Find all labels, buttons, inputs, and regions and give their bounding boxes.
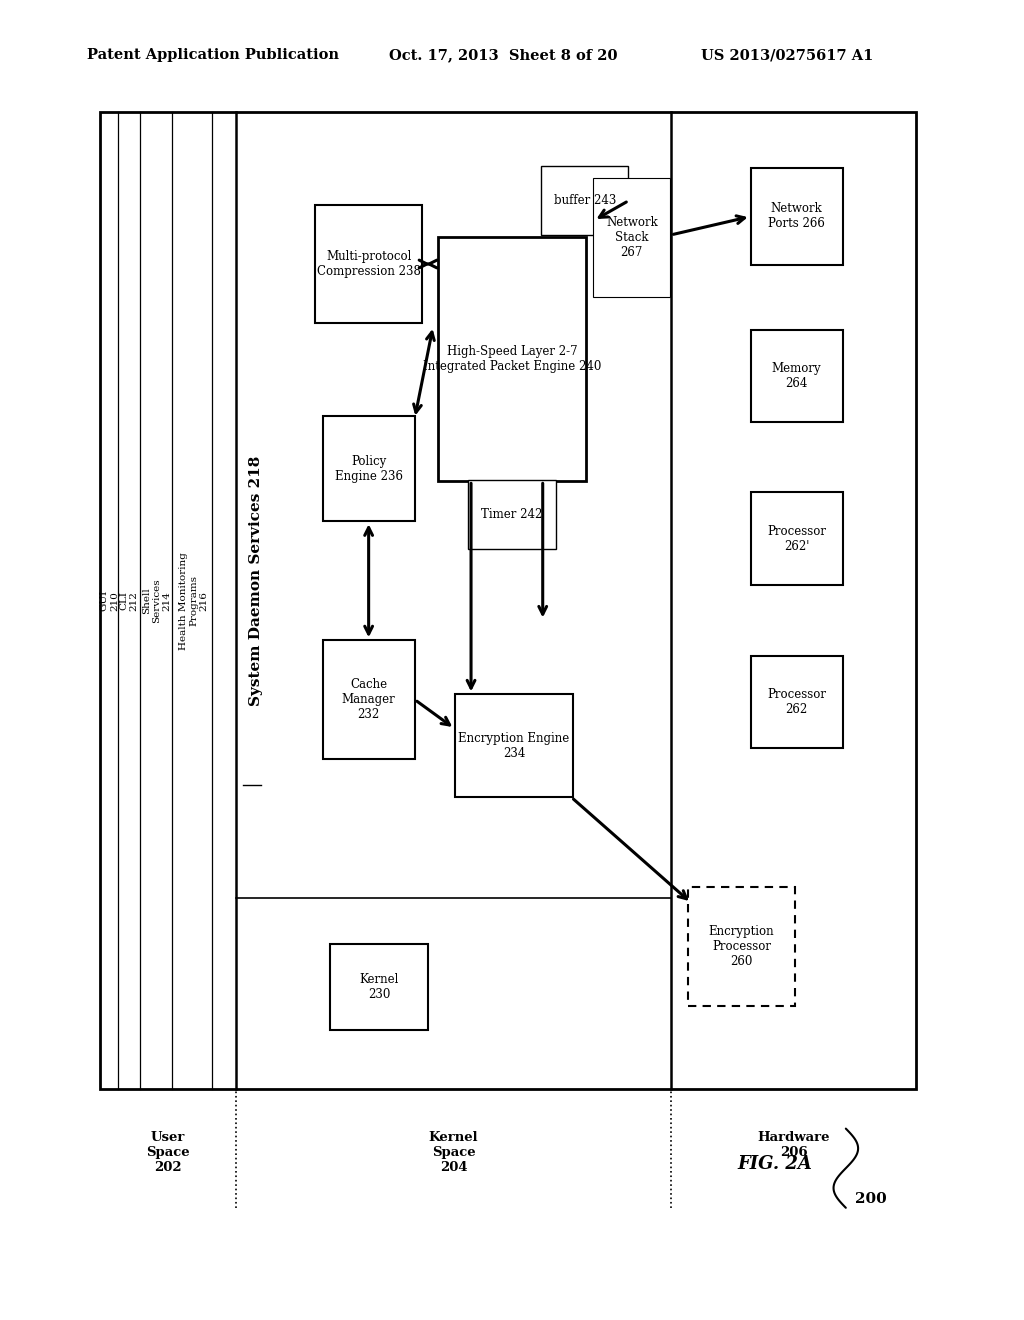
Bar [469, 480, 555, 549]
Bar [751, 330, 843, 422]
Text: GUI
210: GUI 210 [100, 590, 119, 611]
Bar [688, 887, 795, 1006]
Bar [594, 178, 670, 297]
Text: Hardware
206: Hardware 206 [758, 1131, 829, 1159]
Bar [438, 238, 586, 482]
Bar [751, 492, 843, 585]
Text: Patent Application Publication: Patent Application Publication [87, 49, 339, 62]
Text: Encryption Engine
234: Encryption Engine 234 [459, 731, 569, 760]
Text: CLI
212: CLI 212 [120, 590, 138, 611]
Bar [100, 112, 916, 1089]
Text: Processor
262: Processor 262 [767, 688, 826, 717]
Text: Encryption
Processor
260: Encryption Processor 260 [709, 925, 774, 968]
Text: 200: 200 [854, 1192, 887, 1205]
Text: Cache
Manager
232: Cache Manager 232 [342, 678, 395, 721]
Text: Policy
Engine 236: Policy Engine 236 [335, 454, 402, 483]
Text: FIG. 2A: FIG. 2A [737, 1155, 812, 1173]
Text: User
Space
202: User Space 202 [146, 1131, 189, 1175]
Text: Network
Ports 266: Network Ports 266 [768, 202, 825, 231]
Text: High-Speed Layer 2-7
Integrated Packet Engine 240: High-Speed Layer 2-7 Integrated Packet E… [423, 345, 601, 374]
Bar [323, 416, 415, 521]
Bar [315, 205, 422, 323]
Text: Network
Stack
267: Network Stack 267 [606, 216, 657, 259]
Text: System Daemon Services 218: System Daemon Services 218 [249, 455, 263, 706]
Text: Kernel
Space
204: Kernel Space 204 [429, 1131, 478, 1175]
Text: Health Monitoring
Programs
216: Health Monitoring Programs 216 [178, 552, 209, 649]
Bar [751, 169, 843, 264]
Text: Memory
264: Memory 264 [772, 362, 821, 391]
Bar [541, 166, 628, 235]
Bar [330, 945, 428, 1030]
Text: Oct. 17, 2013  Sheet 8 of 20: Oct. 17, 2013 Sheet 8 of 20 [389, 49, 617, 62]
Text: Timer 242: Timer 242 [481, 508, 543, 521]
Text: Multi-protocol
Compression 238: Multi-protocol Compression 238 [316, 249, 421, 279]
Text: Processor
262': Processor 262' [767, 524, 826, 553]
Text: buffer 243: buffer 243 [554, 194, 615, 207]
Bar [751, 656, 843, 748]
Text: Kernel
230: Kernel 230 [359, 973, 398, 1002]
Text: US 2013/0275617 A1: US 2013/0275617 A1 [701, 49, 873, 62]
Text: Shell
Services
214: Shell Services 214 [141, 578, 172, 623]
Bar [323, 640, 415, 759]
Bar [455, 694, 573, 797]
